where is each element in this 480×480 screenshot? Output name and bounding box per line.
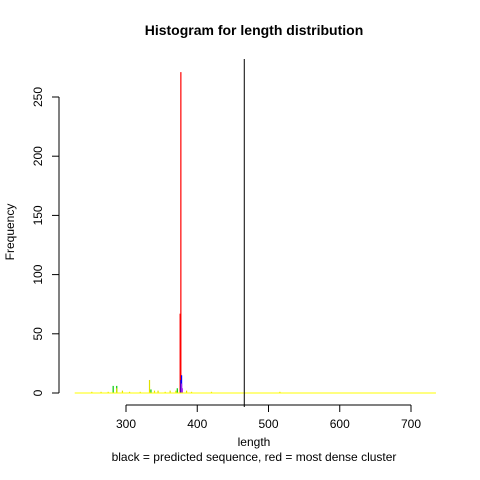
y-tick-label: 50: [31, 327, 45, 341]
y-tick-label: 150: [31, 205, 45, 225]
y-tick-label: 0: [31, 389, 45, 396]
y-tick-label: 200: [31, 146, 45, 166]
x-axis-label: length: [238, 435, 271, 449]
y-axis-ticks: 0 50 100 150 200 250: [31, 87, 59, 396]
y-tick-label: 100: [31, 264, 45, 284]
y-tick-label: 250: [31, 87, 45, 107]
x-tick-label: 700: [401, 417, 421, 431]
x-tick-label: 400: [187, 417, 207, 431]
x-axis-ticks: 300 400 500 600 700: [116, 405, 421, 431]
histogram-bars: [91, 72, 281, 393]
x-tick-label: 300: [116, 417, 136, 431]
chart-title: Histogram for length distribution: [145, 22, 364, 38]
y-axis-label: Frequency: [3, 204, 17, 261]
x-tick-label: 600: [330, 417, 350, 431]
x-tick-label: 500: [258, 417, 278, 431]
chart-subtitle: black = predicted sequence, red = most d…: [112, 450, 397, 464]
